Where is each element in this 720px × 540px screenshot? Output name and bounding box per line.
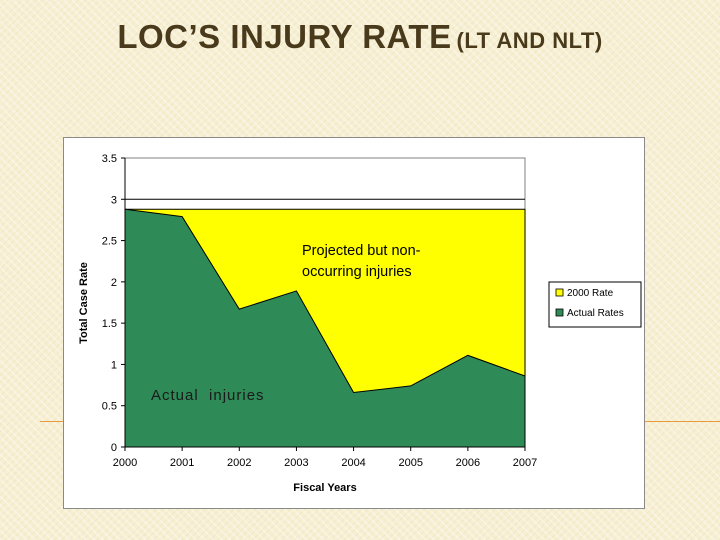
x-tick-label: 2001 bbox=[170, 457, 194, 469]
legend-swatch-actual-rates bbox=[555, 308, 564, 317]
injury-rate-chart: 00.511.522.533.5 2000 2001 2002 2003 2004 200… bbox=[78, 153, 642, 494]
legend-box bbox=[548, 281, 642, 328]
legend-swatch-2000-rate bbox=[555, 288, 564, 297]
slide-title-main: LOC’s Injury Rate bbox=[117, 18, 452, 55]
y-tick-label: 2.5 bbox=[102, 236, 117, 248]
chart-container: 0 0.5 1 1.5 2 2.5 3 3.5 2000 2001 2002 2003 2004 200… bbox=[63, 137, 645, 509]
annotation-projected-line2: occurring injuries bbox=[302, 264, 412, 280]
x-tick-label: 2007 bbox=[513, 457, 537, 469]
x-tick-label: 2005 bbox=[398, 457, 422, 469]
x-tick-label: 2006 bbox=[456, 457, 480, 469]
y-tick-label: 3 bbox=[111, 194, 117, 206]
y-tick-label: 3.5 bbox=[102, 153, 117, 165]
y-tick-label: 1.5 bbox=[102, 318, 117, 330]
y-axis-ticks: 0 0.5 1 1.5 2 2.5 3 3.5 bbox=[102, 153, 125, 454]
annotation-projected-line1: Projected but non- bbox=[302, 243, 421, 259]
y-tick-label: 2 bbox=[111, 277, 117, 289]
y-tick-label: 0.5 bbox=[102, 401, 117, 413]
y-axis-title: Total Case Rate bbox=[78, 262, 90, 344]
y-tick-label: 1 bbox=[111, 359, 117, 371]
x-axis-title: Fiscal Years bbox=[293, 482, 356, 494]
annotation-actual: Actual injuries bbox=[151, 387, 265, 404]
slide-title: LOC’s Injury Rate (LT and NLT) bbox=[0, 18, 720, 56]
legend-label-2000-rate: 2000 Rate bbox=[567, 288, 614, 299]
slide-title-sub: (LT and NLT) bbox=[456, 28, 603, 53]
x-axis-ticks: 2000 2001 2002 2003 2004 2005 2006 2007 bbox=[113, 447, 537, 469]
chart-legend: 2000 Rate Actual Rates bbox=[548, 281, 642, 328]
annotation-projected: Projected but non- occurring injuries bbox=[302, 243, 425, 280]
x-tick-label: 2003 bbox=[284, 457, 308, 469]
x-tick-label: 2004 bbox=[341, 457, 365, 469]
legend-label-actual-rates: Actual Rates bbox=[567, 308, 624, 319]
y-tick-label: 0 bbox=[111, 442, 117, 454]
x-tick-label: 2000 bbox=[113, 457, 137, 469]
x-tick-label: 2002 bbox=[227, 457, 251, 469]
